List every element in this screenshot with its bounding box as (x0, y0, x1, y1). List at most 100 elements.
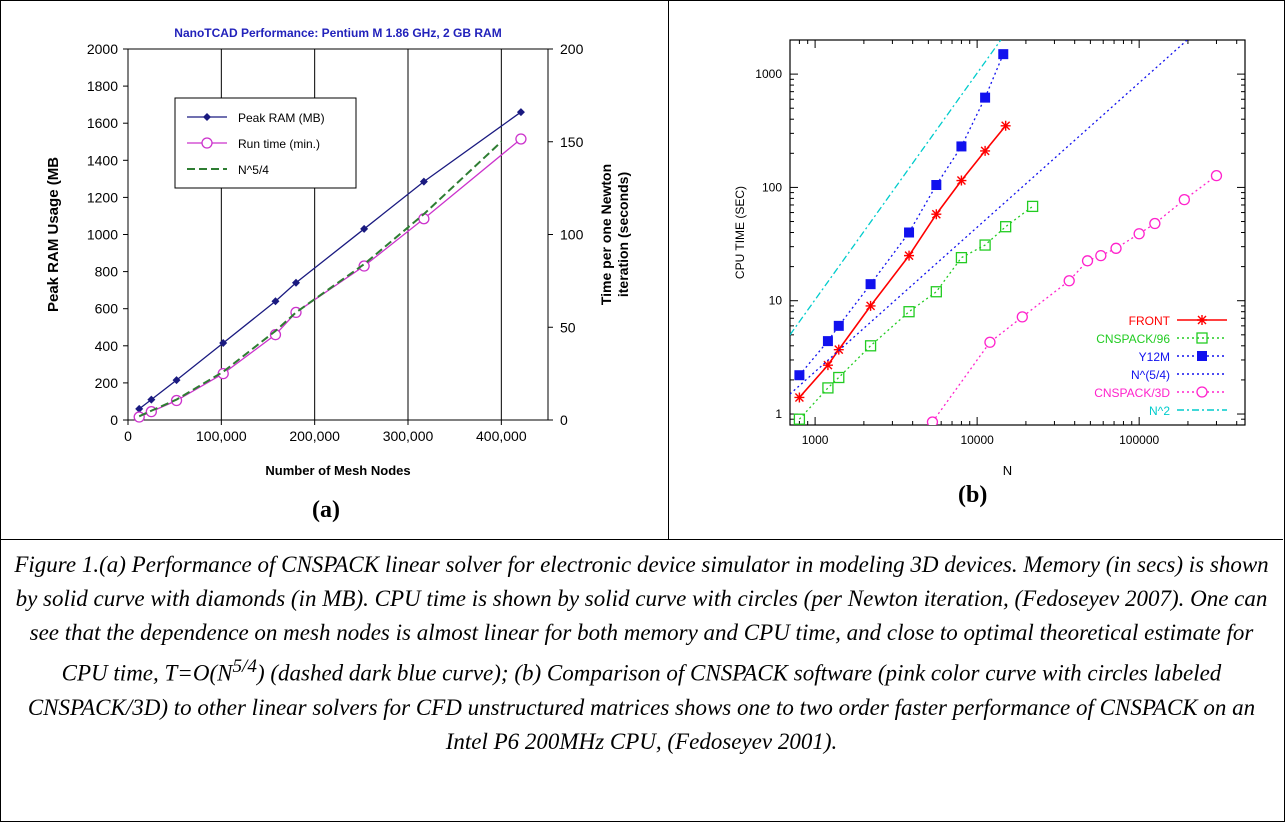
data-point-0 (147, 395, 156, 404)
series-line-0 (798, 125, 1007, 398)
data-point-2 (833, 320, 844, 331)
data-point-4 (1081, 255, 1094, 267)
data-point-4 (1016, 311, 1028, 323)
data-point-1 (955, 251, 968, 264)
data-point-2 (931, 180, 942, 191)
caption-text-pre: Figure 1.(a) Performance of CNSPACK line… (14, 552, 1269, 686)
data-point-2 (956, 141, 967, 152)
legend-marker-2 (1197, 351, 1207, 361)
y-tick-label: 1000 (755, 67, 782, 81)
data-point-0 (419, 177, 428, 186)
panel-label-b: (b) (958, 482, 988, 508)
data-point-4 (984, 336, 996, 348)
x-axis-label: Number of Mesh Nodes (265, 463, 410, 478)
x-tick-label: 10000 (960, 433, 994, 447)
y-tick-label: 1200 (87, 189, 118, 205)
legend-label-3: N^(5/4) (1131, 368, 1170, 382)
data-point-4 (1110, 242, 1122, 254)
data-point-0 (865, 300, 876, 311)
series-line-4 (931, 175, 1217, 423)
legend-marker-4 (1196, 386, 1208, 398)
x-tick-label: 0 (124, 428, 132, 444)
legend-marker-0 (203, 113, 211, 121)
series-line-5 (790, 40, 1002, 336)
y2-axis-label: iteration (seconds) (615, 172, 631, 297)
y2-tick-label: 200 (560, 41, 584, 57)
legend-label-4: CNSPACK/3D (1094, 386, 1170, 400)
x-axis-label: N (1003, 463, 1012, 478)
chart-b: 1000 10000 100000 1 10 100 1000 N CPU TIME (SEC)… (733, 39, 1246, 478)
data-point-2 (865, 279, 876, 290)
legend-label-0: FRONT (1129, 314, 1171, 328)
y-axis-label: Peak RAM Usage (MB (45, 157, 62, 312)
data-point-0 (931, 209, 942, 220)
x-tick-label: 1000 (802, 433, 829, 447)
y2-tick-label: 0 (560, 412, 568, 428)
y2-axis-label: Time per one Newton (598, 164, 614, 305)
data-point-1 (1000, 221, 1012, 233)
data-point-1 (515, 133, 527, 145)
data-point-4 (1210, 170, 1223, 182)
data-point-1 (833, 371, 845, 384)
y-tick-label: 0 (110, 412, 118, 428)
y-tick-label: 100 (762, 180, 782, 194)
chart-title: NanoTCAD Performance: Pentium M 1.86 GHz… (174, 26, 501, 40)
y2-tick-label: 100 (560, 227, 584, 243)
data-point-2 (904, 227, 915, 238)
data-point-4 (1178, 193, 1190, 206)
legend-label-2: N^5/4 (238, 163, 269, 177)
x-tick-label: 100,000 (196, 428, 247, 444)
y-tick-label: 600 (95, 301, 119, 317)
data-point-1 (979, 239, 991, 251)
data-point-0 (980, 145, 991, 156)
data-point-4 (1149, 217, 1161, 230)
legend-marker-1 (201, 137, 213, 149)
panel-divider-vertical (668, 0, 669, 539)
y-tick-label: 2000 (87, 41, 118, 57)
data-point-0 (904, 250, 915, 261)
data-point-4 (926, 416, 939, 425)
plot-frame (789, 39, 1246, 426)
data-point-1 (822, 382, 834, 394)
series-line-3 (790, 40, 1189, 395)
y-tick-label: 10 (769, 294, 783, 308)
data-point-0 (956, 175, 967, 186)
legend-label-2: Y12M (1139, 350, 1170, 364)
caption-divider (0, 539, 1283, 540)
legend-label-0: Peak RAM (MB) (238, 111, 325, 125)
y-tick-label: 1000 (87, 227, 118, 243)
data-point-0 (822, 360, 833, 371)
data-point-1 (358, 260, 370, 272)
data-point-2 (794, 370, 805, 381)
y-axis-label: CPU TIME (SEC) (733, 186, 747, 279)
series-line-2 (138, 141, 503, 418)
y-tick-label: 1800 (87, 78, 118, 94)
data-point-0 (360, 224, 369, 233)
legend-marker-1 (1196, 332, 1208, 344)
y-tick-label: 400 (95, 338, 119, 354)
data-point-0 (172, 376, 181, 385)
caption-text-post: ) (dashed dark blue curve); (b) Comparis… (27, 660, 1256, 754)
chart-a: NanoTCAD Performance: Pentium M 1.86 GHz… (45, 26, 631, 478)
data-point-4 (1133, 228, 1145, 240)
data-point-1 (1026, 200, 1039, 213)
data-point-0 (271, 297, 280, 306)
series-line-1 (798, 205, 1034, 420)
data-point-0 (292, 278, 300, 287)
x-tick-label: 300,000 (383, 428, 434, 444)
data-point-1 (903, 306, 915, 318)
x-tick-label: 100000 (1119, 433, 1159, 447)
data-point-0 (516, 108, 525, 117)
data-point-4 (1095, 249, 1107, 262)
legend-label-1: Run time (min.) (238, 137, 320, 151)
y-tick-label: 200 (95, 375, 119, 391)
legend-label-1: CNSPACK/96 (1096, 332, 1170, 346)
data-point-2 (998, 49, 1009, 60)
data-point-2 (980, 92, 991, 103)
y2-tick-label: 50 (560, 319, 576, 335)
data-point-0 (833, 344, 844, 355)
panel-label-a: (a) (312, 497, 340, 523)
legend-marker-0 (1197, 315, 1207, 325)
plot-area (790, 40, 1223, 425)
figure-caption: Figure 1.(a) Performance of CNSPACK line… (10, 548, 1273, 759)
